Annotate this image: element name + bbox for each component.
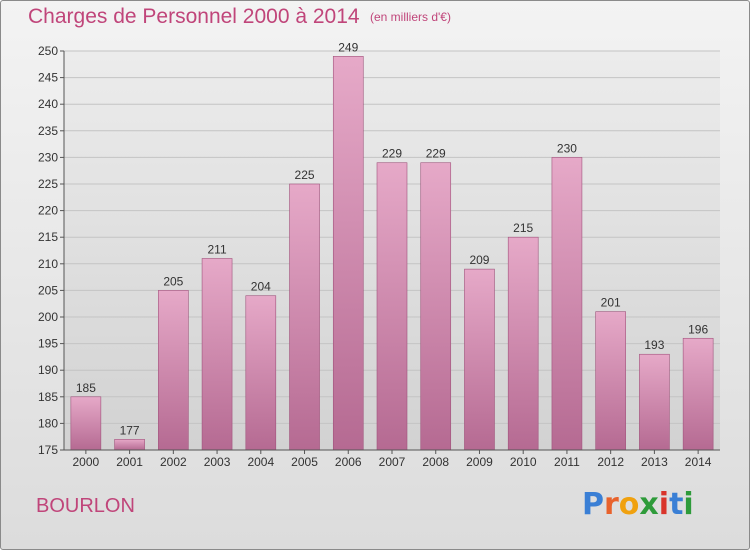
bar-2010 [507,236,539,451]
y-tick-label: 205 [38,283,58,297]
logo-letter: o [618,487,640,522]
x-tick-label-2005: 2005 [291,455,318,469]
bar-2005 [289,183,320,451]
bar-2007 [376,162,408,451]
y-tick-label: 220 [38,204,58,218]
value-label-2011: 230 [557,141,577,155]
y-tick-label: 195 [38,337,58,351]
logo-letter: t [669,487,684,522]
value-label-2007: 229 [382,147,402,161]
y-tick-label: 250 [38,44,58,58]
value-label-2000: 185 [76,381,96,395]
y-tick-label: 225 [38,177,58,191]
value-label-2001: 177 [120,423,140,437]
logo-letter: P [582,487,604,522]
y-tick-label: 210 [38,257,58,271]
y-tick-label: 235 [38,124,58,138]
commune-name: BOURLON [36,495,135,517]
bar-2004 [245,295,277,451]
bar-2009 [464,268,495,451]
value-label-2004: 204 [251,280,271,294]
logo-letter: x [639,487,659,522]
bar-2008 [420,162,452,451]
y-tick-label: 190 [38,363,58,377]
x-tick-label-2014: 2014 [685,455,712,469]
y-tick-label: 240 [38,97,58,111]
value-label-2014: 196 [688,322,708,336]
x-tick-label-2006: 2006 [335,455,362,469]
logo-letter: i [683,487,694,522]
y-tick-label: 175 [38,443,58,457]
x-tick-label-2009: 2009 [466,455,493,469]
value-label-2010: 215 [513,221,533,235]
x-tick-label-2000: 2000 [73,455,100,469]
x-tick-label-2011: 2011 [554,455,580,469]
bar-2012 [595,311,626,451]
value-labels: 185 177 205 211 204 225 249 229 229 209 215 230 201 1… [76,40,709,437]
bar-2011 [551,157,583,451]
x-tick-label-2002: 2002 [160,455,187,469]
bar-2000 [70,396,102,451]
x-tick-label-2012: 2012 [597,455,624,469]
x-tick-label-2008: 2008 [422,455,449,469]
bar-2013 [639,353,670,451]
value-label-2013: 193 [644,338,664,352]
x-tick-label-2013: 2013 [641,455,668,469]
y-tick-label: 245 [38,71,58,85]
value-label-2003: 211 [207,242,226,256]
logo-letter: r [604,487,619,522]
value-label-2006: 249 [338,40,358,54]
value-label-2005: 225 [295,168,315,182]
bar-2006 [332,56,364,451]
x-tick-label-2001: 2001 [116,455,143,469]
x-tick-label-2010: 2010 [510,455,537,469]
bar-2002 [158,290,189,451]
value-label-2008: 229 [426,147,446,161]
x-tick-label-2004: 2004 [247,455,274,469]
y-tick-label: 180 [38,416,58,430]
chart-title: Charges de Personnel 2000 à 2014 [28,5,360,28]
bars [70,56,714,451]
bar-2001 [114,439,145,451]
bar-2003 [201,258,233,451]
y-tick-label: 200 [38,310,58,324]
value-label-2012: 201 [601,296,621,310]
value-label-2002: 205 [163,274,183,288]
y-tick-label: 230 [38,150,58,164]
proxiti-logo: Proxiti [582,487,694,522]
x-tick-label-2003: 2003 [204,455,231,469]
value-label-2009: 209 [469,253,489,267]
x-tick-label-2007: 2007 [379,455,406,469]
chart-subtitle: (en milliers d'€) [370,10,451,24]
logo-letter: i [658,487,670,522]
bar-2014 [682,337,714,451]
y-tick-label: 215 [38,230,58,244]
axes: 175 180 185 190 195 200 205 210 215 220 225 230 235 2… [38,44,720,469]
y-tick-label: 185 [38,390,58,404]
